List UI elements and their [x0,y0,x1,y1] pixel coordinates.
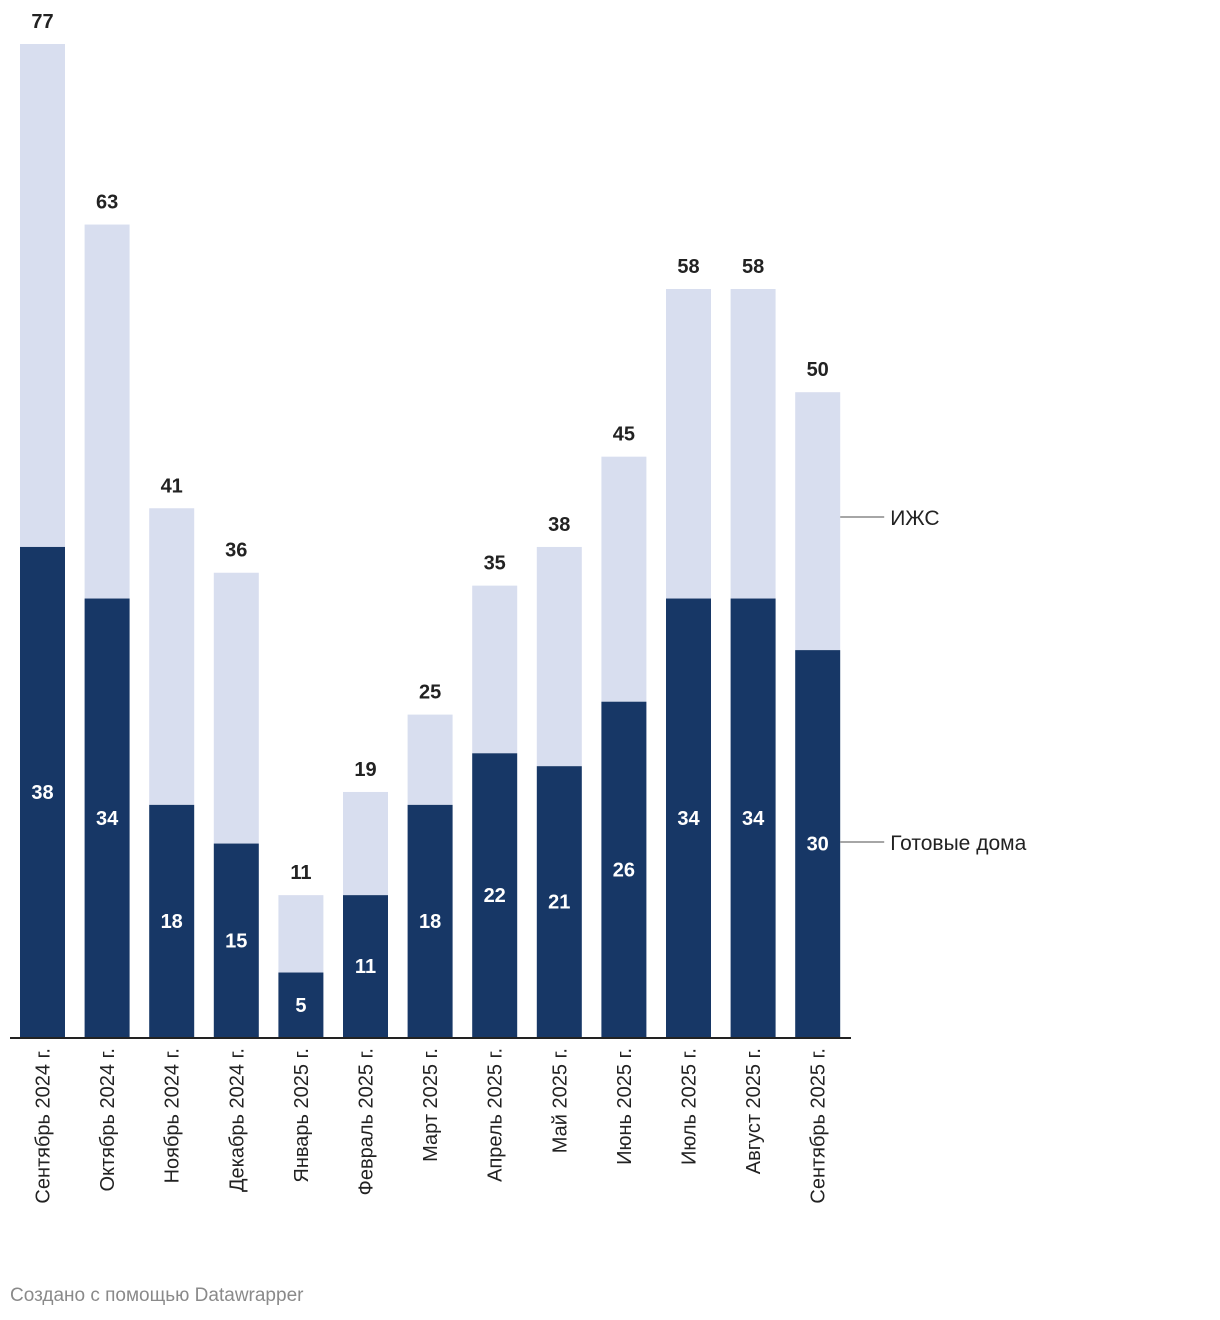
total-value-label: 63 [96,192,118,214]
x-tick-label: Май 2025 г. [549,1048,571,1153]
bar-ready-homes [343,895,388,1037]
bar-izhs [213,572,259,844]
bar-izhs [730,289,776,599]
bar-ready-homes [601,701,647,1037]
bar-ready-homes [213,843,259,1037]
stacked-bar-chart: 38 77 Сентябрь 2024 г. 34 63 Октябрь 2024 г. 1… [10,11,1027,1204]
bar-value-label: 34 [677,808,700,830]
total-value-label: 25 [419,682,441,704]
total-value-label: 58 [677,256,699,278]
bar-izhs [343,791,388,896]
total-value-label: 35 [484,553,506,575]
bar-value-label: 15 [225,930,247,952]
x-tick-label: Ноябрь 2024 г. [162,1048,184,1183]
x-tick-label: Октябрь 2024 г. [97,1048,119,1192]
bar-value-label: 34 [96,808,119,830]
bar-ready-homes [84,598,130,1037]
x-tick-label: Сентябрь 2024 г. [33,1048,55,1204]
x-tick-label: Август 2025 г. [743,1048,765,1174]
bar-value-label: 5 [295,995,306,1017]
bar-value-label: 18 [419,911,441,933]
total-value-label: 11 [290,862,311,884]
total-value-label: 19 [354,759,376,781]
bar-izhs [407,714,453,805]
bar-value-label: 22 [484,885,506,907]
bar-izhs [149,508,195,805]
x-tick-label: Апрель 2025 г. [485,1048,507,1182]
bar-izhs [795,392,841,651]
bar-value-label: 34 [742,808,765,830]
bar-ready-homes [730,598,776,1037]
bar-izhs [666,289,711,599]
footer-credit: Создано с помощью Datawrapper [10,1285,304,1306]
bar-ready-homes [20,546,65,1037]
bar-ready-homes [472,753,518,1037]
bar-ready-homes [149,804,195,1037]
bar-izhs [601,456,647,702]
x-tick-label: Февраль 2025 г. [356,1048,378,1195]
x-tick-label: Январь 2025 г. [291,1048,313,1183]
x-tick-label: Сентябрь 2025 г. [808,1048,830,1204]
total-value-label: 50 [807,359,829,381]
bar-ready-homes [407,804,453,1037]
total-value-label: 41 [161,475,183,497]
bar-value-label: 11 [355,956,376,978]
bar-value-label: 18 [161,911,183,933]
x-tick-label: Март 2025 г. [420,1048,442,1162]
total-value-label: 77 [31,11,53,33]
bar-izhs [84,224,130,599]
total-value-label: 58 [742,256,764,278]
bar-ready-homes [795,650,841,1037]
bar-izhs [472,585,518,754]
x-tick-label: Декабрь 2024 г. [226,1048,248,1192]
bar-ready-homes [278,972,324,1037]
bar-value-label: 30 [807,834,829,856]
x-tick-label: Июнь 2025 г. [614,1048,636,1165]
total-value-label: 45 [613,424,635,446]
bar-izhs [536,546,582,767]
total-value-label: 38 [548,514,570,536]
bar-value-label: 21 [548,892,570,914]
bar-izhs [278,895,324,973]
x-tick-label: Июль 2025 г. [679,1048,701,1165]
bar-value-label: 26 [613,859,635,881]
total-value-label: 36 [225,540,247,562]
bar-izhs [20,44,65,547]
bar-ready-homes [666,598,711,1037]
bar-ready-homes [536,766,582,1037]
legend-label-izhs: ИЖС [890,507,939,530]
legend-label-ready-homes: Готовые дома [890,832,1026,855]
bar-value-label: 38 [31,782,53,804]
